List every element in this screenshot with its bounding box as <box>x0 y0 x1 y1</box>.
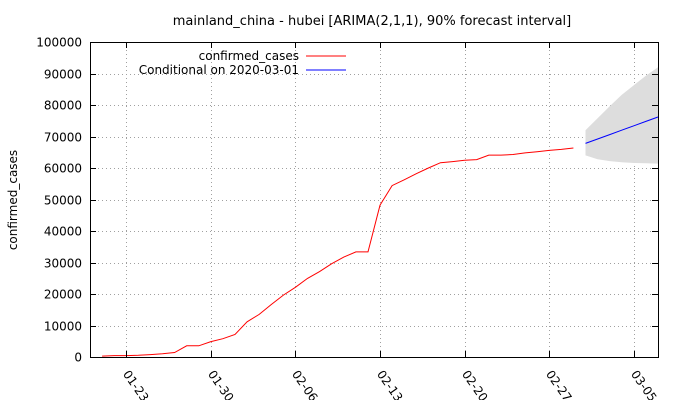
y-tick-label: 100000 <box>36 36 82 50</box>
y-axis-ticks: 0 10000 20000 30000 40000 50000 60000 70000 8000… <box>36 36 658 365</box>
y-tick-label: 70000 <box>44 131 82 145</box>
chart-title: mainland_china - hubei [ARIMA(2,1,1), 90… <box>173 14 571 29</box>
series-line-1 <box>585 116 659 144</box>
legend-label-1: Conditional on 2020-03-01 <box>139 63 299 77</box>
series-lines <box>102 116 659 357</box>
x-axis-ticks: 01-23 01-30 02-06 02-13 02-20 02-27 03-05 <box>120 42 660 400</box>
x-tick-label: 02-20 <box>459 368 490 400</box>
grid-lines <box>90 42 658 357</box>
x-tick-label: 01-23 <box>120 368 151 400</box>
series-line-0 <box>102 147 574 357</box>
x-tick-label: 02-13 <box>374 368 405 400</box>
y-tick-label: 30000 <box>44 257 82 271</box>
y-tick-label: 20000 <box>44 288 82 302</box>
x-tick-label: 02-27 <box>543 368 574 400</box>
y-tick-label: 80000 <box>44 99 82 113</box>
x-tick-label: 01-30 <box>205 368 236 400</box>
y-tick-label: 40000 <box>44 225 82 239</box>
forecast-interval <box>585 67 658 164</box>
y-axis-label: confirmed_cases <box>6 150 20 250</box>
y-tick-label: 10000 <box>44 320 82 334</box>
legend-label-0: confirmed_cases <box>199 49 299 63</box>
y-tick-label: 50000 <box>44 194 82 208</box>
x-tick-label: 02-06 <box>289 368 320 400</box>
y-tick-label: 60000 <box>44 162 82 176</box>
y-tick-label: 90000 <box>44 68 82 82</box>
x-tick-label: 03-05 <box>628 368 659 400</box>
y-tick-label: 0 <box>74 351 82 365</box>
forecast-interval-band <box>585 67 658 164</box>
